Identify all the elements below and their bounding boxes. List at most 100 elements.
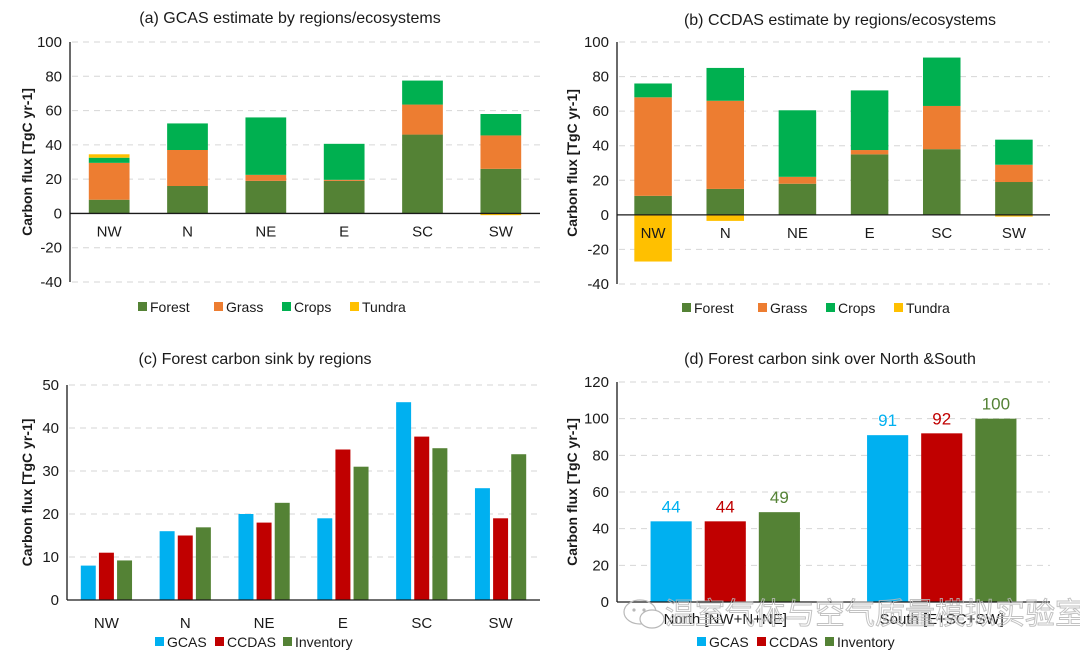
bar-crops-ne <box>778 110 817 177</box>
x-category-label: N <box>180 615 191 632</box>
bar-gcas-ne <box>238 514 254 600</box>
data-label: 49 <box>770 488 789 507</box>
bar-grass-e <box>850 150 889 155</box>
legend-swatch-inventory <box>825 637 834 646</box>
bar-ccdas-sw <box>493 518 509 600</box>
x-category-label: N <box>720 225 731 242</box>
bar-crops-n <box>167 123 208 150</box>
bar-forest-sc <box>402 134 443 214</box>
bar-ccdas-south-e-sc-sw <box>921 433 963 602</box>
bar-grass-sw <box>480 135 522 169</box>
bar-crops-n <box>706 67 745 101</box>
data-label: 100 <box>982 395 1010 414</box>
y-axis-label: Carbon flux [TgC yr-1] <box>564 89 580 237</box>
watermark-text: 温室气体与空气质量模拟实验室 <box>665 598 1080 631</box>
y-tick-label: -20 <box>40 240 62 257</box>
data-label: 91 <box>878 411 897 430</box>
y-tick-label: 60 <box>45 103 62 120</box>
y-tick-label: 40 <box>592 138 609 155</box>
bar-forest-sw <box>995 182 1033 215</box>
y-tick-label: 80 <box>45 68 62 85</box>
bar-crops-sc <box>402 80 443 105</box>
legend-swatch-gcas <box>155 637 164 646</box>
bar-forest-e <box>323 180 365 214</box>
legend-label-crops: Crops <box>294 299 331 315</box>
x-category-label: N <box>182 223 193 240</box>
y-tick-label: 120 <box>584 374 609 391</box>
bar-forest-e <box>850 154 889 215</box>
bar-crops-e <box>850 90 889 151</box>
bar-grass-ne <box>778 176 817 184</box>
legend-swatch-tundra <box>894 303 903 312</box>
bar-forest-nw <box>634 195 672 215</box>
y-axis-label: Carbon flux [TgC yr-1] <box>19 88 35 236</box>
y-tick-label: 80 <box>592 447 609 464</box>
legend-label-grass: Grass <box>770 300 807 316</box>
x-category-label: SW <box>489 223 514 240</box>
bar-gcas-north-nw-n-ne <box>650 521 692 602</box>
legend-label-grass: Grass <box>226 299 263 315</box>
bar-ccdas-e <box>335 449 351 600</box>
legend-swatch-ccdas <box>757 637 766 646</box>
data-label: 92 <box>932 409 951 428</box>
bar-crops-sw <box>995 139 1033 165</box>
legend-swatch-ccdas <box>215 637 224 646</box>
bar-forest-sc <box>922 149 961 215</box>
bar-grass-sc <box>402 104 443 135</box>
y-tick-label: 0 <box>54 205 62 222</box>
x-category-label: SW <box>1002 225 1027 242</box>
y-tick-label: -20 <box>587 241 609 258</box>
y-tick-label: 20 <box>592 172 609 189</box>
x-category-label: SW <box>488 615 513 632</box>
bar-gcas-nw <box>80 565 96 600</box>
x-category-label: NE <box>255 223 276 240</box>
bar-inventory-north-nw-n-ne <box>758 512 800 602</box>
bar-crops-sc <box>922 57 961 106</box>
x-category-label: NW <box>94 615 120 632</box>
legend-swatch-crops <box>826 303 835 312</box>
y-tick-label: 40 <box>42 420 59 437</box>
bar-grass-sw <box>995 164 1033 183</box>
panel-c-forest-sink-by-region-chart: (c) Forest carbon sink by regions 0 10 20 30… <box>19 351 540 650</box>
y-tick-label: 20 <box>42 506 59 523</box>
bar-crops-nw <box>634 83 672 98</box>
bar-ccdas-nw <box>98 552 114 600</box>
legend-label-ccdas: CCDAS <box>769 634 818 650</box>
y-tick-label: 80 <box>592 69 609 86</box>
bar-grass-sc <box>922 105 961 150</box>
x-category-label: SC <box>931 225 952 242</box>
panel-d-forest-sink-north-south-chart: (d) Forest carbon sink over North &South… <box>564 351 1050 650</box>
bar-inventory-n <box>195 527 211 600</box>
bar-inventory-sc <box>432 448 448 600</box>
bar-tundra-sw <box>995 214 1033 217</box>
y-tick-label: 30 <box>42 463 59 480</box>
chart-title: (a) GCAS estimate by regions/ecosystems <box>139 10 440 27</box>
bar-inventory-sw <box>511 454 527 600</box>
bar-crops-ne <box>245 117 287 175</box>
panel-a-gcas-stacked-chart: (a) GCAS estimate by regions/ecosystems -… <box>19 10 540 315</box>
x-category-label: South [E+SC+SW] <box>880 611 1004 628</box>
y-tick-label: 20 <box>45 171 62 188</box>
legend-swatch-inventory <box>283 637 292 646</box>
y-tick-label: 100 <box>37 34 62 51</box>
legend-label-ccdas: CCDAS <box>227 634 276 650</box>
bar-grass-nw <box>634 97 672 196</box>
x-category-label: SC <box>411 615 432 632</box>
legend-label-inventory: Inventory <box>295 634 353 650</box>
bar-gcas-south-e-sc-sw <box>867 435 909 602</box>
x-category-label: NE <box>254 615 275 632</box>
legend-swatch-tundra <box>350 302 359 311</box>
chart-title: (c) Forest carbon sink by regions <box>139 351 372 368</box>
bar-grass-ne <box>245 174 287 181</box>
bar-inventory-ne <box>274 502 290 600</box>
legend-swatch-forest <box>682 303 691 312</box>
bar-grass-nw <box>88 162 130 200</box>
bar-tundra-n <box>706 214 745 221</box>
legend-swatch-gcas <box>697 637 706 646</box>
x-category-label: NW <box>97 223 123 240</box>
y-axis-label: Carbon flux [TgC yr-1] <box>564 418 580 566</box>
bar-gcas-sc <box>396 402 412 600</box>
bar-grass-n <box>167 150 208 186</box>
legend-label-forest: Forest <box>694 300 734 316</box>
wechat-logo-icon <box>623 599 665 629</box>
